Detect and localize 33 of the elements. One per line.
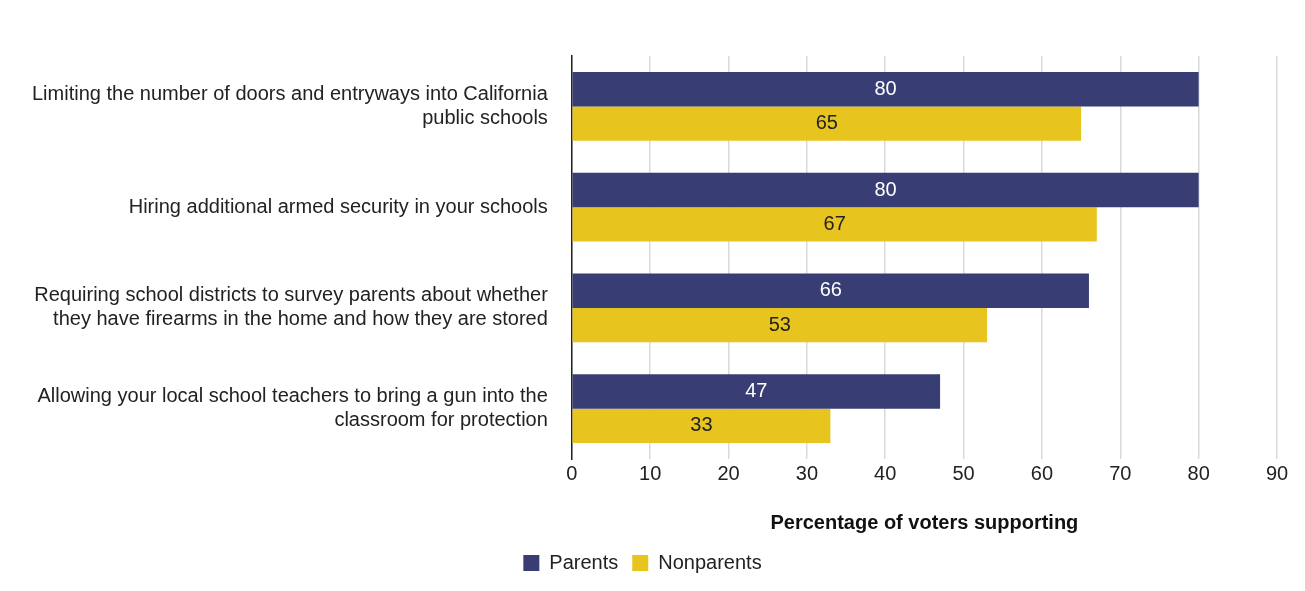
- y-tick-label: Limiting the number of doors and entryways into California public schools: [31, 81, 549, 128]
- data-label: 67: [823, 211, 846, 234]
- x-tick-label: 10: [639, 461, 662, 484]
- data-label: 47: [745, 379, 768, 402]
- bar: [572, 307, 988, 343]
- x-tick-label: 70: [1109, 461, 1132, 484]
- data-label: 53: [768, 312, 791, 335]
- data-label: 33: [690, 413, 713, 436]
- y-tick-label: Allowing your local school teachers to bring a gun into the classroom for protection: [37, 384, 548, 431]
- bar: [572, 374, 941, 409]
- data-label: 66: [819, 278, 842, 301]
- x-tick-label: 60: [1030, 461, 1054, 484]
- x-tick-label: 90: [1265, 461, 1289, 484]
- bar: [572, 273, 1089, 308]
- bar: [572, 172, 1199, 208]
- data-label: 80: [874, 76, 897, 99]
- legend-label: Parents: [549, 550, 619, 573]
- x-tick-label: 0: [566, 461, 578, 484]
- y-tick-label: Hiring additional armed security in your schools: [128, 194, 548, 217]
- legend-label: Nonparents: [658, 550, 762, 573]
- x-tick-label: 20: [717, 461, 740, 484]
- x-axis-title: Percentage of voters supporting: [770, 510, 1079, 533]
- y-tick-label: Requiring school districts to survey parents about whether they have firearms in the home and how they are stored: [34, 283, 549, 330]
- data-label: 65: [815, 111, 838, 134]
- data-label: 80: [874, 177, 897, 200]
- x-tick-label: 30: [795, 461, 819, 484]
- bar: [572, 408, 831, 443]
- x-tick-label: 80: [1187, 461, 1210, 484]
- bar: [572, 106, 1082, 141]
- x-tick-label: 50: [952, 461, 975, 484]
- bar: [572, 207, 1097, 242]
- bar: [572, 72, 1199, 107]
- x-tick-label: 40: [874, 461, 897, 484]
